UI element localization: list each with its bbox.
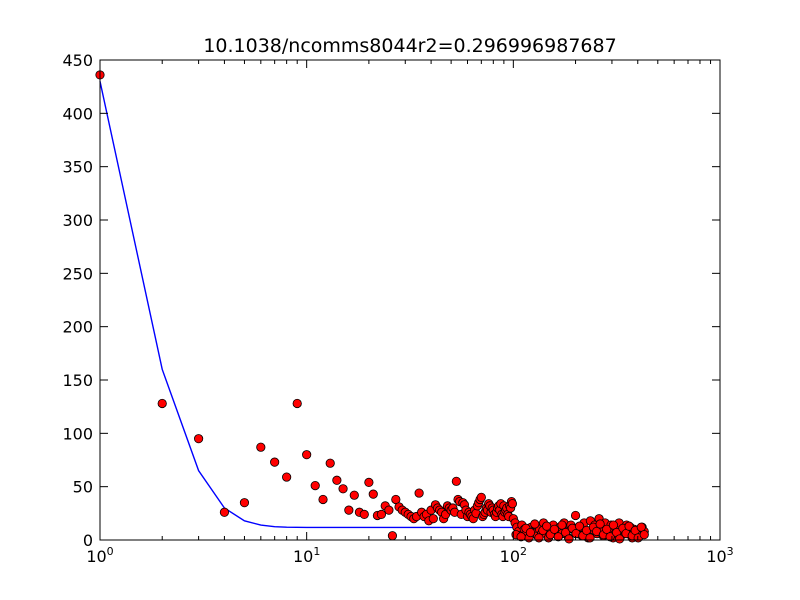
data-point <box>387 531 398 541</box>
data-point <box>602 524 612 534</box>
data-point <box>292 398 302 409</box>
plot-frame <box>99 59 721 541</box>
y-tick-label: 0 <box>83 531 93 550</box>
data-point <box>219 507 230 517</box>
data-point <box>359 509 369 520</box>
data-point <box>428 514 438 524</box>
data-point <box>270 457 280 467</box>
data-point <box>384 505 394 515</box>
data-point <box>549 524 559 534</box>
data-point <box>639 530 649 540</box>
data-point <box>507 499 518 509</box>
data-point <box>325 458 335 468</box>
data-point <box>376 509 387 520</box>
data-point <box>391 494 401 505</box>
data-point <box>364 477 374 487</box>
data-point <box>553 532 563 542</box>
data-point <box>414 488 424 498</box>
x-tick-label: 100 <box>86 545 113 566</box>
data-point <box>542 521 552 531</box>
data-point <box>585 533 595 543</box>
data-point <box>451 476 461 486</box>
data-point <box>194 434 204 444</box>
data-point <box>338 484 348 494</box>
data-point <box>476 492 486 502</box>
data-point <box>615 534 625 544</box>
y-tick-label: 400 <box>62 104 93 123</box>
x-tick-label: 103 <box>706 545 733 566</box>
data-point <box>282 472 292 482</box>
data-point <box>516 532 526 542</box>
y-tick-label: 450 <box>62 51 93 70</box>
x-tick-label: 102 <box>500 545 527 566</box>
data-point <box>624 521 634 531</box>
y-tick-label: 200 <box>62 318 93 337</box>
data-point <box>525 527 536 538</box>
y-tick-label: 50 <box>73 478 93 497</box>
data-point <box>239 498 250 508</box>
chart-title: 10.1038/ncomms8044r2=0.296996987687 <box>203 35 616 57</box>
x-tick-label: 101 <box>293 545 320 566</box>
data-point <box>332 475 342 485</box>
data-point <box>368 489 378 499</box>
data-point <box>344 505 354 515</box>
plot-layer <box>95 70 649 544</box>
y-tick-label: 250 <box>62 264 93 283</box>
data-point <box>318 494 328 505</box>
tick-layer: 0 50 100 150 200 250 300 350 400 450 100 101 102 103 <box>62 51 733 566</box>
data-point <box>564 534 574 544</box>
y-tick-label: 300 <box>62 211 93 230</box>
fit-line <box>99 81 645 529</box>
data-point <box>570 510 581 521</box>
data-point <box>157 398 167 409</box>
data-point <box>534 533 544 543</box>
data-point <box>310 480 320 491</box>
y-tick-label: 150 <box>62 371 93 390</box>
data-point <box>349 490 359 500</box>
y-tick-label: 350 <box>62 158 93 177</box>
data-point <box>256 442 266 452</box>
data-point <box>595 519 605 529</box>
y-tick-label: 100 <box>62 424 93 443</box>
data-point <box>557 520 567 530</box>
data-point <box>574 521 585 531</box>
data-point <box>530 519 540 529</box>
data-point <box>302 450 312 460</box>
